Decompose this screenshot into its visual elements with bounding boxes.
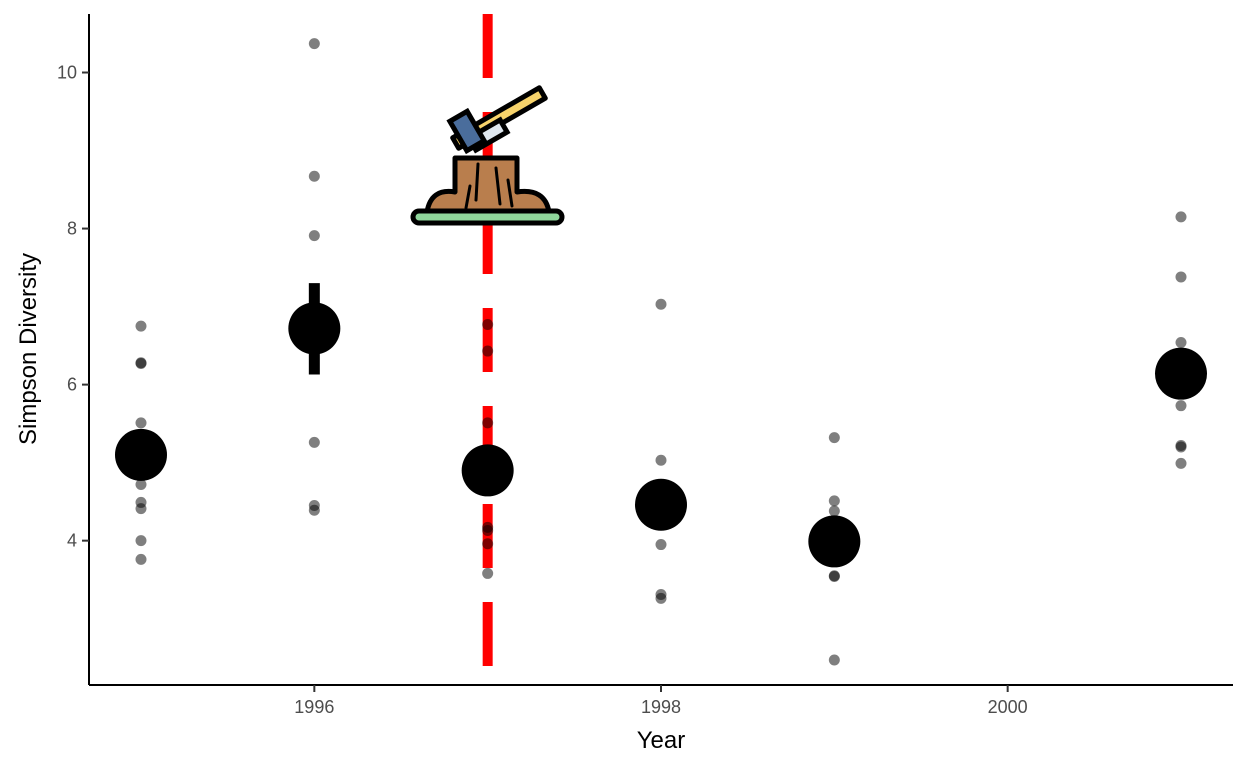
raw-point bbox=[482, 319, 494, 331]
y-tick-label: 4 bbox=[67, 531, 77, 551]
raw-point bbox=[655, 298, 667, 310]
raw-point bbox=[135, 503, 147, 515]
mean-points-layer bbox=[115, 283, 1207, 568]
y-tick-label: 10 bbox=[57, 63, 77, 83]
raw-point bbox=[135, 535, 147, 547]
raw-point bbox=[828, 654, 840, 666]
raw-point bbox=[655, 592, 667, 604]
y-axis-title: Simpson Diversity bbox=[15, 253, 42, 445]
axe-in-tree-stump-icon bbox=[410, 85, 565, 226]
raw-point bbox=[308, 38, 320, 50]
raw-point bbox=[828, 495, 840, 507]
y-ticks-layer: 4 6 8 10 bbox=[57, 63, 89, 551]
mean-point bbox=[635, 478, 687, 531]
raw-point bbox=[655, 454, 667, 466]
x-axis-title: Year bbox=[637, 727, 686, 754]
raw-point bbox=[308, 230, 320, 242]
mean-point bbox=[288, 302, 341, 355]
raw-points-layer bbox=[135, 38, 1187, 666]
raw-point bbox=[308, 436, 320, 448]
mean-point bbox=[461, 444, 514, 497]
raw-point bbox=[135, 358, 147, 370]
raw-point bbox=[828, 505, 840, 517]
mean-point bbox=[115, 428, 167, 481]
x-tick-label: 1996 bbox=[294, 697, 334, 717]
raw-point bbox=[1175, 211, 1187, 223]
x-ticks-layer: 1996 1998 2000 bbox=[294, 685, 1028, 717]
x-tick-label: 2000 bbox=[988, 697, 1028, 717]
raw-point bbox=[655, 539, 667, 551]
mean-point bbox=[1155, 347, 1207, 400]
raw-point bbox=[308, 504, 320, 516]
raw-point bbox=[1175, 441, 1187, 453]
raw-point bbox=[1175, 271, 1187, 283]
raw-point bbox=[482, 417, 494, 429]
raw-point bbox=[828, 571, 840, 583]
raw-point bbox=[482, 567, 494, 579]
raw-point bbox=[828, 432, 840, 444]
raw-point bbox=[1175, 336, 1187, 348]
raw-point bbox=[135, 478, 147, 490]
y-tick-label: 6 bbox=[67, 375, 77, 395]
raw-point bbox=[482, 525, 494, 537]
raw-point bbox=[1175, 457, 1187, 469]
raw-point bbox=[135, 320, 147, 332]
mean-point bbox=[808, 515, 861, 568]
raw-point bbox=[135, 417, 147, 429]
raw-point bbox=[482, 345, 494, 357]
raw-point bbox=[482, 538, 494, 550]
raw-point bbox=[308, 170, 320, 182]
raw-point bbox=[135, 553, 147, 565]
y-tick-label: 8 bbox=[67, 219, 77, 239]
raw-point bbox=[1175, 400, 1187, 412]
x-tick-label: 1998 bbox=[641, 697, 681, 717]
